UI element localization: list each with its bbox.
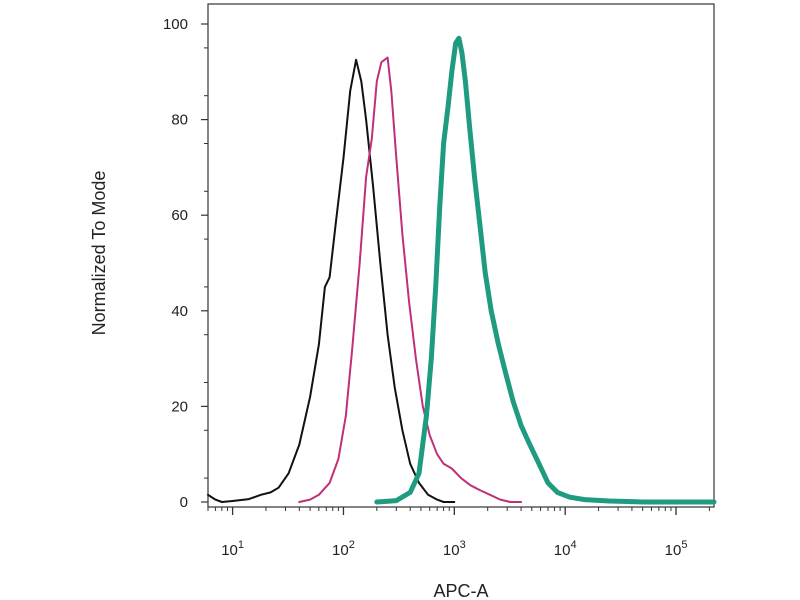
x-tick-label: 103 — [443, 539, 466, 559]
series-line-3 — [374, 35, 717, 505]
x-tick-label: 102 — [332, 539, 355, 559]
x-axis-title: APC-A — [433, 581, 488, 600]
y-axis-title: Normalized To Mode — [89, 171, 109, 336]
y-tick-label: 20 — [171, 398, 188, 415]
x-axis: 101 102 103 104 105 — [207, 507, 710, 559]
y-tick-label: 40 — [171, 303, 188, 320]
x-tick-label: 101 — [221, 539, 244, 559]
x-tick-label: 104 — [554, 539, 577, 559]
series-layer — [207, 35, 717, 505]
y-axis: 0 20 40 60 80 100 — [163, 16, 208, 511]
plot-frame — [207, 3, 715, 508]
y-tick-label: 0 — [180, 494, 188, 511]
series-line-1 — [207, 58, 456, 503]
y-tick-label: 80 — [171, 112, 188, 129]
series-line-2 — [298, 56, 523, 503]
plot-area — [207, 3, 717, 508]
y-tick-label: 60 — [171, 207, 188, 224]
y-tick-label: 100 — [163, 16, 188, 33]
x-tick-label: 105 — [665, 539, 688, 559]
